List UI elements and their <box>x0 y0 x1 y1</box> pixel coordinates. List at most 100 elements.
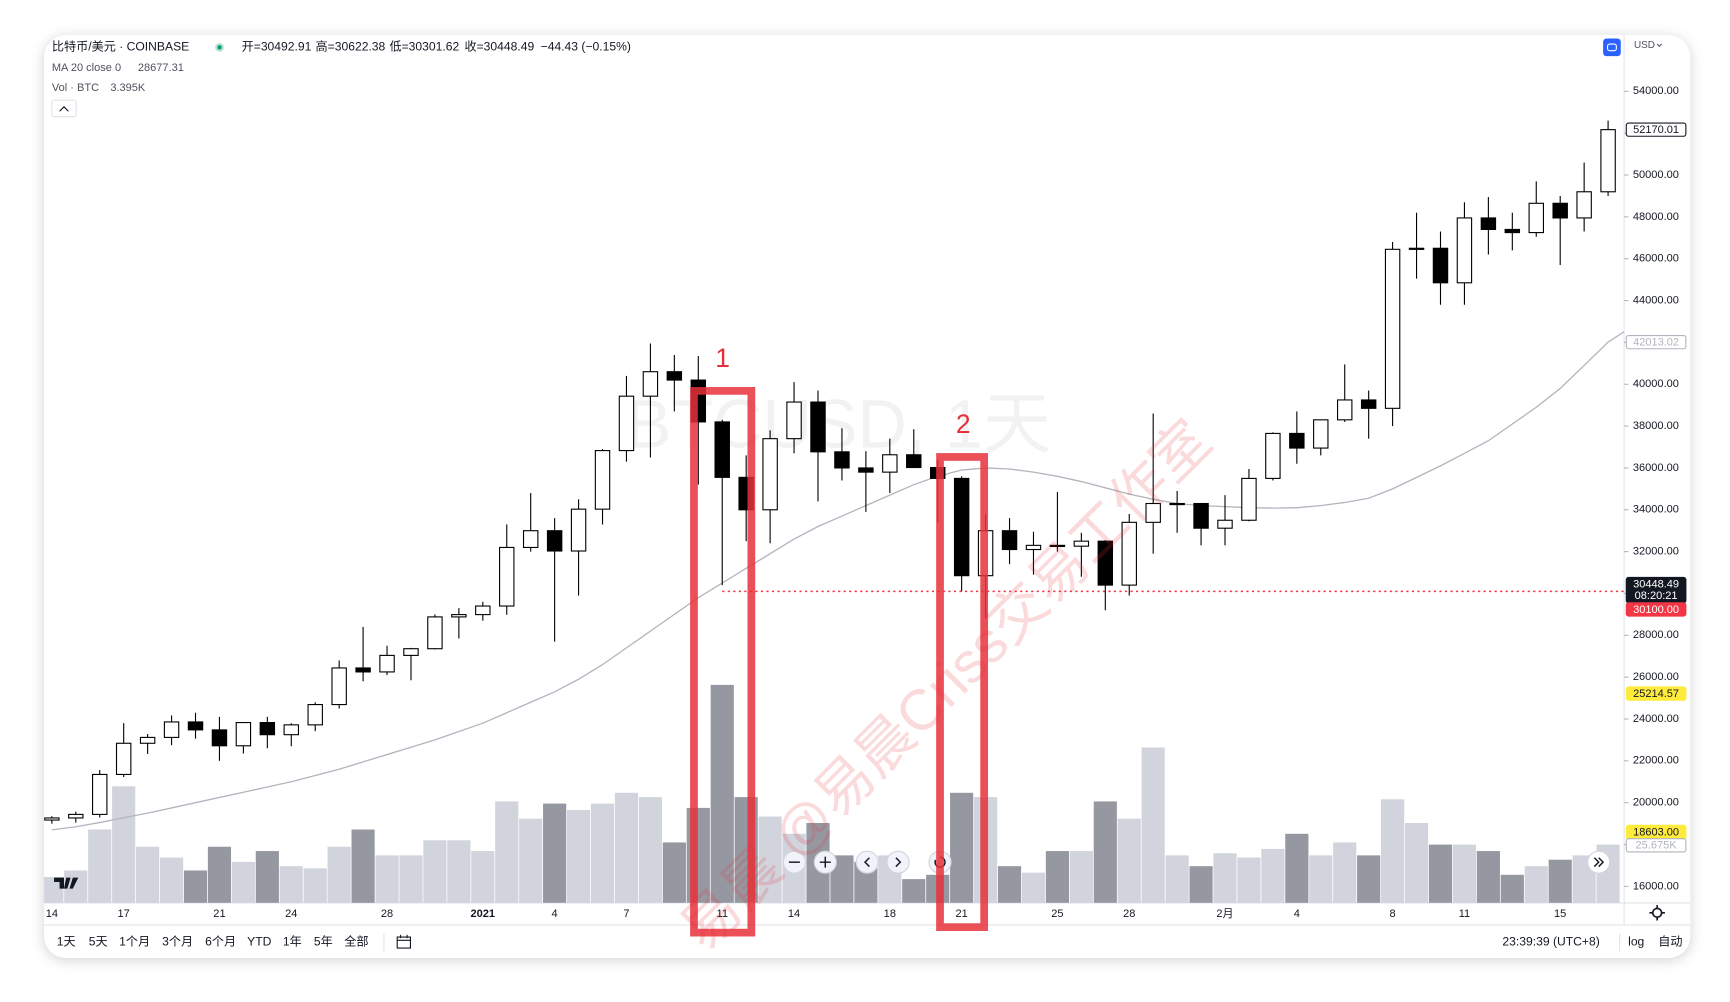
candle-body <box>451 614 467 618</box>
y-tick-label: 34000.00 <box>1633 504 1679 516</box>
range-button[interactable]: 1天 <box>57 935 76 949</box>
countdown: 08:20:21 <box>1635 590 1678 602</box>
range-button[interactable]: YTD <box>247 935 271 949</box>
toolbar: 1天 5天 1个月 3个月 6个月 YTD 1年 5年 全部 <box>57 934 369 949</box>
volume-bar <box>1021 872 1046 903</box>
candle-body <box>642 371 659 397</box>
scroll-right[interactable] <box>886 850 910 874</box>
range-button[interactable]: 3个月 <box>162 935 193 949</box>
log-toggle[interactable]: log <box>1628 935 1644 949</box>
volume-bar <box>1213 853 1237 903</box>
candle-body <box>68 813 84 819</box>
price-label: 25214.57 <box>1633 688 1679 700</box>
ma-title: MA 20 close 0 <box>52 62 121 74</box>
x-tick-label: 15 <box>1554 908 1566 920</box>
volume-bar <box>1476 851 1500 903</box>
x-tick-label: 4 <box>1294 908 1300 920</box>
volume-bar <box>519 818 543 903</box>
x-tick-label: 25 <box>1051 908 1063 920</box>
highlight-box <box>936 453 989 931</box>
volume-bar <box>1261 848 1285 903</box>
price-label-box <box>1625 334 1687 350</box>
x-tick-label: 2月 <box>1216 908 1233 920</box>
volume-bar <box>44 876 64 903</box>
candle-body <box>882 454 898 473</box>
auto-toggle[interactable]: 自动 <box>1658 935 1682 949</box>
icon <box>863 857 870 868</box>
candle-body <box>1265 432 1281 479</box>
watermark: BTCUSD, 1天 <box>626 387 1052 463</box>
ma-value: 28677.31 <box>138 62 184 74</box>
volume-bar <box>1093 801 1117 903</box>
candle-body <box>953 477 970 577</box>
compare-button[interactable] <box>1603 38 1621 57</box>
date-range-icon[interactable] <box>396 934 411 949</box>
candle-body <box>570 508 587 552</box>
x-tick-label: 4 <box>552 908 558 920</box>
candle-body <box>546 530 563 552</box>
candle-body <box>1504 228 1521 234</box>
volume-bar <box>112 786 136 903</box>
x-tick-label: 18 <box>884 908 896 920</box>
status-dot-core <box>217 45 222 50</box>
y-tick-label: 26000.00 <box>1633 671 1679 683</box>
candle-body <box>1384 248 1401 409</box>
volume-bar <box>710 684 734 903</box>
volume-bar <box>1189 866 1213 903</box>
ohlc-change: −44.43 (−0.15%) <box>541 40 631 54</box>
volume-bar <box>830 855 854 903</box>
candle-body <box>666 371 683 381</box>
y-tick-label: 36000.00 <box>1633 462 1679 474</box>
currency-caret <box>1656 43 1662 48</box>
volume-bar <box>303 868 327 903</box>
candle-body <box>1025 544 1042 551</box>
volume-bar <box>423 840 447 903</box>
y-tick-label: 32000.00 <box>1633 546 1679 558</box>
currency[interactable]: USD <box>1634 40 1655 51</box>
volume-bar <box>614 792 639 903</box>
logo <box>54 877 79 889</box>
candle-body <box>1528 202 1544 234</box>
range-button[interactable]: 5年 <box>314 935 333 949</box>
volume-bar <box>1428 844 1453 903</box>
candle-body <box>187 721 204 731</box>
candle-body <box>331 667 347 706</box>
range-button[interactable]: 1个月 <box>119 935 150 949</box>
candle-body <box>235 722 252 747</box>
candle-body <box>1193 502 1209 529</box>
range-button[interactable]: 6个月 <box>205 935 236 949</box>
candle-body <box>44 817 60 821</box>
candle-body <box>1169 502 1185 506</box>
scroll-left[interactable] <box>855 850 879 874</box>
range-button[interactable]: 全部 <box>344 934 368 949</box>
price-label: 30448.49 <box>1633 579 1679 591</box>
symbol: 比特币/美元 · COINBASE <box>52 39 189 54</box>
collapse-button[interactable] <box>51 99 77 118</box>
candle-body <box>522 530 539 548</box>
candle-body <box>139 736 156 744</box>
icon <box>819 856 831 868</box>
candle-body <box>1576 191 1592 219</box>
volume-bar <box>375 855 399 903</box>
collapse-icon <box>59 106 69 112</box>
x-tick-label: 17 <box>118 908 130 920</box>
price-label-box <box>1625 122 1687 137</box>
candle-body <box>1552 202 1568 219</box>
candle-body <box>762 438 778 511</box>
candle-body <box>499 546 515 607</box>
range-button[interactable]: 1年 <box>283 935 302 949</box>
icon <box>1593 857 1605 868</box>
y-tick-label: 46000.00 <box>1633 253 1679 265</box>
x-tick-label: 21 <box>956 908 968 920</box>
range-button[interactable]: 5天 <box>89 935 108 949</box>
x-tick-label: 11 <box>717 908 728 920</box>
candle-body <box>1313 419 1329 449</box>
candle-body <box>1456 217 1473 284</box>
x-tick-label: 14 <box>46 908 58 920</box>
settings-icon <box>1649 905 1665 921</box>
volume-bar <box>495 801 519 903</box>
volume-bar <box>207 846 232 903</box>
candle-body <box>92 773 108 815</box>
candle-body <box>810 401 826 453</box>
